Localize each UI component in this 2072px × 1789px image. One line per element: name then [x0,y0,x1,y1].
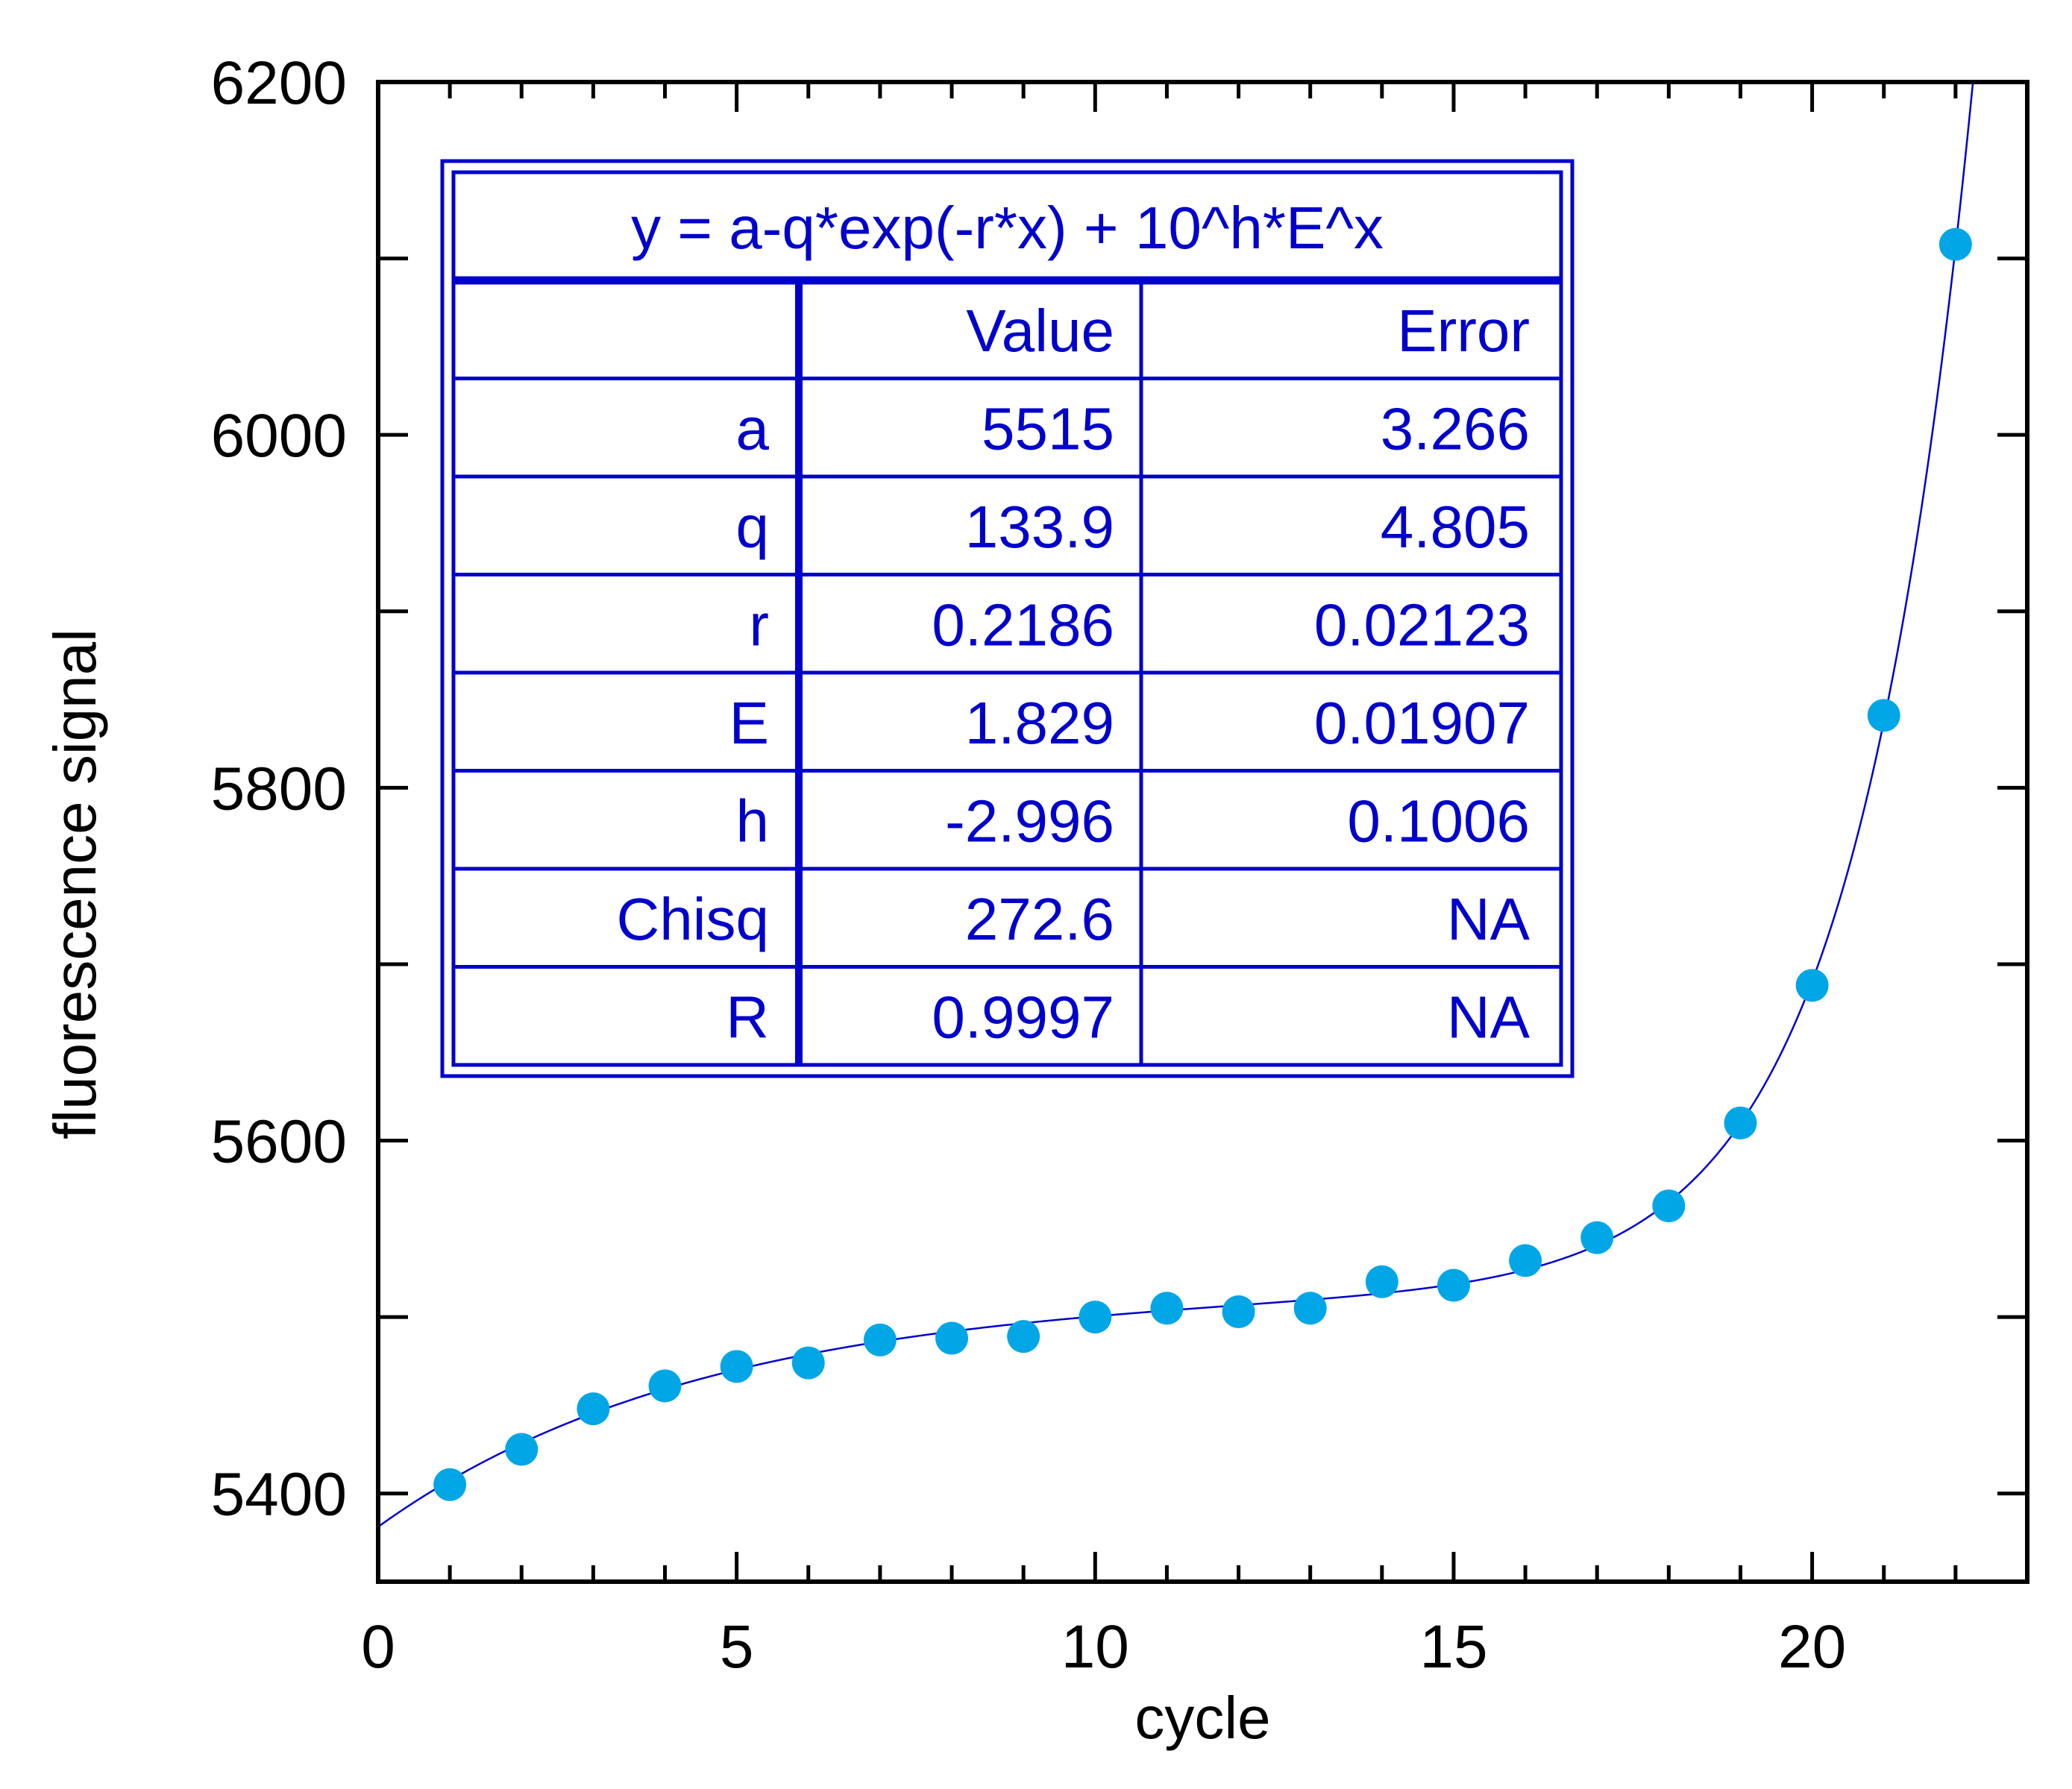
legend-cell: 0.1006 [1347,787,1530,854]
legend-cell: 1.829 [965,690,1114,756]
x-tick-label: 0 [361,1613,395,1681]
legend-cell: 4.805 [1381,494,1530,560]
data-point [1365,1265,1398,1298]
legend-cell: 133.9 [965,494,1114,560]
fit-results-table: y = a-q*exp(-r*x) + 10^h*E^x Value Error a 5… [440,159,1575,1078]
tick-labels-layer: 0 5 10 15 20 5400 5600 5800 6000 6200 [211,49,1847,1681]
data-point [505,1433,539,1466]
y-tick-label: 5600 [211,1108,347,1176]
legend-cell: E [729,690,769,756]
legend-header-cell: Error [1397,298,1530,364]
data-point [433,1468,467,1501]
data-point [1509,1244,1542,1277]
legend-cell: 0.9997 [932,984,1114,1050]
data-point [1222,1295,1255,1329]
data-point [935,1321,969,1355]
legend-inner-border [451,170,1563,1067]
data-point [1079,1301,1112,1334]
legend-cell: 0.2186 [932,591,1114,658]
data-points-layer [433,227,1972,1501]
legend-cell: a [736,395,770,462]
legend-cell: q [736,494,770,560]
legend-cell: 0.02123 [1314,591,1530,658]
legend-cell: 5515 [982,395,1114,462]
data-point [1150,1292,1184,1325]
x-axis-title: cycle [1134,1685,1270,1751]
y-axis-title: fluorescence signal [42,629,108,1139]
legend-cell: Chisq [616,886,769,952]
data-point [648,1369,682,1403]
data-point [1580,1221,1614,1254]
legend-equation: y = a-q*exp(-r*x) + 10^h*E^x [631,195,1384,261]
data-point [577,1392,610,1426]
legend-cell: h [736,787,770,854]
legend-cell: r [749,591,769,658]
legend-cell: R [726,984,769,1050]
y-tick-label: 6200 [211,49,347,117]
x-tick-label: 20 [1778,1613,1846,1681]
x-tick-label: 10 [1061,1613,1129,1681]
legend-header-cell: Value [966,298,1114,364]
data-point [1867,699,1900,732]
legend-cell: -2.996 [945,787,1114,854]
legend-cell: NA [1447,984,1531,1050]
y-tick-label: 6000 [211,402,347,470]
data-point [720,1350,753,1383]
data-point [791,1346,825,1380]
data-point [1724,1106,1757,1139]
y-tick-label: 5800 [211,755,347,823]
legend-cell: 0.01907 [1314,690,1530,756]
x-tick-label: 15 [1419,1613,1487,1681]
legend-cell: 272.6 [965,886,1114,952]
data-point [1795,969,1829,1002]
plot-frame [376,80,2029,1584]
legend-cell: 3.266 [1381,395,1530,462]
data-point [1007,1320,1040,1353]
x-tick-label: 5 [720,1613,754,1681]
data-point [1293,1292,1327,1325]
y-tick-label: 5400 [211,1461,347,1529]
data-point [1437,1268,1470,1302]
legend-outer-border [440,159,1575,1078]
data-point [1652,1189,1686,1223]
data-point [1938,227,1972,261]
legend-cell: NA [1447,886,1531,952]
data-point [863,1323,897,1356]
